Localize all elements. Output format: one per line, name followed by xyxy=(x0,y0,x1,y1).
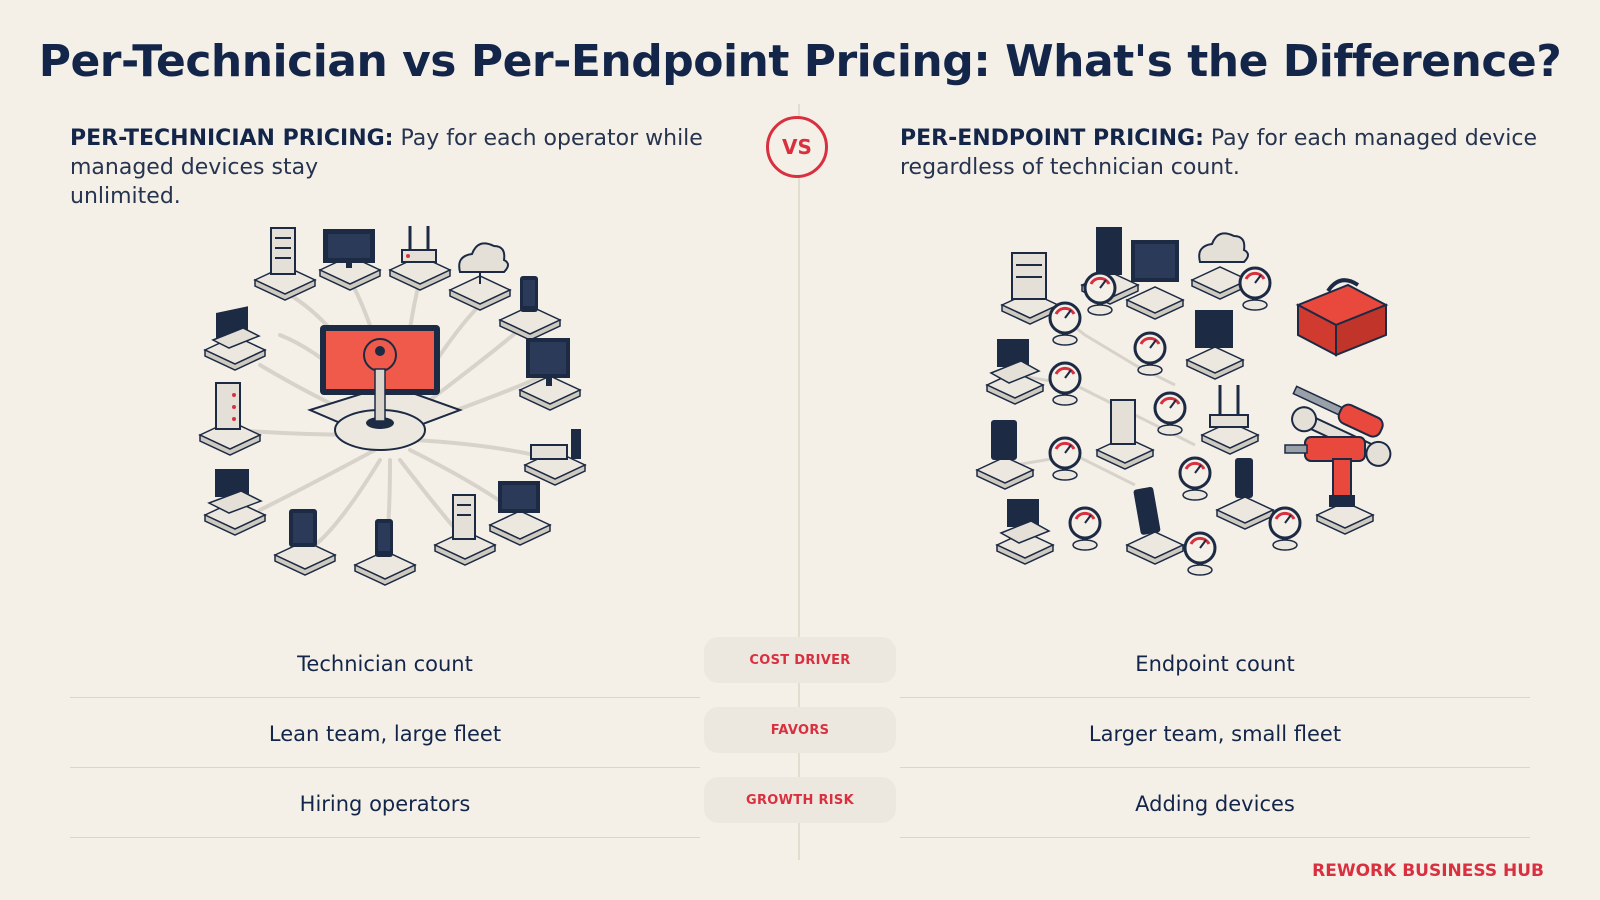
gauge-meter-icon xyxy=(1083,271,1117,317)
cost-driver-pill: COST DRIVER xyxy=(704,637,896,683)
gauge-meter-icon xyxy=(1048,436,1082,482)
per-endpoint-description: PER-ENDPOINT PRICING: Pay for each manag… xyxy=(900,124,1540,182)
toolbox-icon xyxy=(1295,278,1389,357)
row-divider xyxy=(900,697,1530,698)
favors-left: Lean team, large fleet xyxy=(268,722,502,746)
drill-icon xyxy=(1284,436,1374,535)
row-divider xyxy=(900,767,1530,768)
monitor-icon xyxy=(1186,310,1244,380)
per-technician-heading: PER-TECHNICIAN PRICING: xyxy=(70,126,394,151)
favors-pill: FAVORS xyxy=(704,707,896,753)
row-divider xyxy=(70,767,700,768)
smartphone-icon xyxy=(354,519,416,586)
laptop-icon xyxy=(204,469,266,536)
server-icon xyxy=(254,227,316,301)
monitor-icon xyxy=(319,229,381,291)
favors-right: Larger team, small fleet xyxy=(1088,722,1342,746)
growth-risk-pill: GROWTH RISK xyxy=(704,777,896,823)
row-divider xyxy=(70,697,700,698)
server-icon xyxy=(199,382,261,456)
router-icon xyxy=(1201,385,1259,455)
laptop-icon xyxy=(996,499,1054,565)
per-technician-description: PER-TECHNICIAN PRICING: Pay for each ope… xyxy=(70,124,710,211)
cost-driver-right: Endpoint count xyxy=(1135,652,1295,676)
row-divider xyxy=(70,837,700,838)
per-technician-text-2: managed devices stay xyxy=(70,155,319,180)
cloud-icon xyxy=(449,242,511,311)
central-license-key-console-icon xyxy=(307,325,463,451)
laptop-icon xyxy=(986,339,1044,405)
per-technician-illustration xyxy=(199,226,586,586)
gauge-meter-icon xyxy=(1068,506,1102,552)
row-divider xyxy=(900,837,1530,838)
tablet-icon xyxy=(976,420,1034,490)
router-icon xyxy=(389,226,451,291)
per-technician-text-1: Pay for each operator while xyxy=(393,126,703,151)
growth-risk-left: Hiring operators xyxy=(299,792,471,816)
cost-driver-left: Technician count xyxy=(297,652,473,676)
laptop-icon xyxy=(204,306,266,371)
cloud-icon xyxy=(1191,232,1249,300)
monitor-icon xyxy=(1126,240,1184,320)
server-icon xyxy=(1001,252,1059,325)
page-title: Per-Technician vs Per-Endpoint Pricing: … xyxy=(38,36,1562,87)
gauge-meter-icon xyxy=(1183,531,1217,577)
gauge-meter-icon xyxy=(1133,331,1167,377)
server-icon xyxy=(1096,399,1154,470)
server-icon xyxy=(434,494,496,566)
gauge-meter-icon xyxy=(1048,361,1082,407)
screwdriver-icon xyxy=(1292,385,1384,438)
monitor-icon xyxy=(489,481,551,546)
smartphone-icon xyxy=(1216,458,1274,530)
monitor-icon xyxy=(1081,227,1139,305)
per-endpoint-illustration xyxy=(976,227,1392,577)
per-endpoint-text-2: regardless of technician count. xyxy=(900,155,1240,180)
brand-wordmark: REWORK BUSINESS HUB xyxy=(1312,861,1544,881)
nas-icon xyxy=(524,429,586,486)
vs-badge: VS xyxy=(766,116,828,178)
tablet-icon xyxy=(274,509,336,576)
center-divider xyxy=(798,104,800,860)
gauge-meter-icon xyxy=(1153,391,1187,437)
per-endpoint-text-1: Pay for each managed device xyxy=(1203,126,1537,151)
smartphone-icon xyxy=(499,276,561,341)
gauge-meter-icon xyxy=(1178,456,1212,502)
growth-risk-right: Adding devices xyxy=(1135,792,1295,816)
per-endpoint-heading: PER-ENDPOINT PRICING: xyxy=(900,126,1204,151)
gauge-meter-icon xyxy=(1048,301,1082,347)
smartphone-icon xyxy=(1126,486,1184,565)
gauge-meter-icon xyxy=(1268,506,1302,552)
per-technician-text-3: unlimited. xyxy=(70,184,181,209)
gauge-meter-icon xyxy=(1238,266,1272,312)
monitor-icon xyxy=(519,338,581,411)
